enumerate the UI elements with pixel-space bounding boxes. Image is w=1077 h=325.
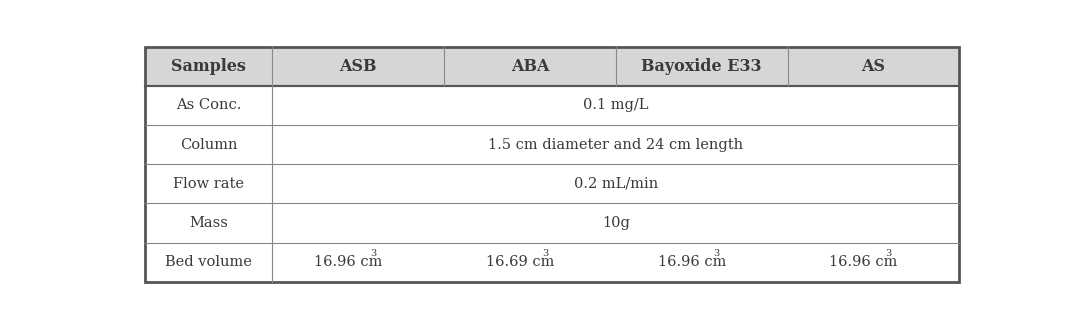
Text: 3: 3 xyxy=(714,249,719,258)
Text: 3: 3 xyxy=(885,249,892,258)
Text: Bed volume: Bed volume xyxy=(165,255,252,269)
Text: 10g: 10g xyxy=(602,216,630,230)
Bar xyxy=(144,242,272,282)
Bar xyxy=(787,125,960,164)
Text: 16.96 cm: 16.96 cm xyxy=(314,255,382,269)
Bar xyxy=(616,242,787,282)
Bar xyxy=(444,86,616,125)
Text: Mass: Mass xyxy=(190,216,228,230)
Text: 3: 3 xyxy=(370,249,377,258)
Bar xyxy=(272,46,444,86)
Bar xyxy=(787,203,960,242)
Bar xyxy=(144,164,272,203)
Text: Bayoxide E33: Bayoxide E33 xyxy=(642,58,761,75)
Bar xyxy=(144,203,272,242)
Text: As Conc.: As Conc. xyxy=(176,98,241,112)
Text: ASB: ASB xyxy=(339,58,377,75)
Bar xyxy=(616,86,787,125)
Bar xyxy=(272,203,444,242)
Bar xyxy=(787,242,960,282)
Bar xyxy=(616,46,787,86)
Bar xyxy=(444,164,616,203)
Bar xyxy=(444,46,616,86)
Text: 0.2 mL/min: 0.2 mL/min xyxy=(574,177,658,191)
Text: 3: 3 xyxy=(542,249,548,258)
Bar xyxy=(787,46,960,86)
Bar xyxy=(616,203,787,242)
Bar xyxy=(787,86,960,125)
Bar xyxy=(444,242,616,282)
Bar xyxy=(272,242,444,282)
Text: 16.69 cm: 16.69 cm xyxy=(486,255,555,269)
Bar xyxy=(616,125,787,164)
Text: Column: Column xyxy=(180,137,237,151)
Text: 16.96 cm: 16.96 cm xyxy=(657,255,726,269)
Bar xyxy=(444,203,616,242)
Text: ABA: ABA xyxy=(510,58,549,75)
Text: 1.5 cm diameter and 24 cm length: 1.5 cm diameter and 24 cm length xyxy=(488,137,743,151)
Bar xyxy=(616,164,787,203)
Bar xyxy=(272,86,444,125)
Bar xyxy=(272,164,444,203)
Text: 0.1 mg/L: 0.1 mg/L xyxy=(583,98,648,112)
Bar xyxy=(444,125,616,164)
Bar xyxy=(272,125,444,164)
Bar xyxy=(787,164,960,203)
Text: Samples: Samples xyxy=(171,58,246,75)
Bar xyxy=(144,46,272,86)
Text: AS: AS xyxy=(862,58,885,75)
Bar xyxy=(144,125,272,164)
Bar xyxy=(144,86,272,125)
Text: 16.96 cm: 16.96 cm xyxy=(829,255,897,269)
Text: Flow rate: Flow rate xyxy=(173,177,244,191)
